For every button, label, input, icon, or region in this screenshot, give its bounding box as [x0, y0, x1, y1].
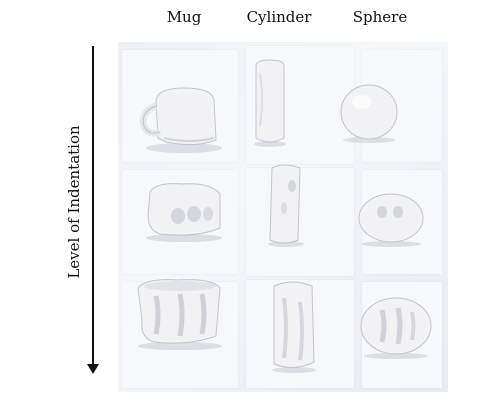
- clay-sphere-plain: [340, 84, 398, 143]
- clay-mug-indented: [146, 183, 222, 242]
- indentation-arrow-head-icon: [87, 364, 99, 374]
- column-header-sphere: Sphere: [352, 8, 408, 26]
- column-header-cylinder: Cylinder: [246, 8, 312, 26]
- clay-cylinder-indented: [268, 164, 304, 247]
- clay-cylinder-deeply-indented: [272, 281, 316, 373]
- clay-mug-plain: [139, 87, 222, 153]
- clay-sphere-indented: [358, 193, 424, 247]
- clay-cylinder-plain: [254, 59, 286, 147]
- photo-grid: [118, 42, 448, 392]
- clay-sphere-deeply-indented: [360, 297, 432, 359]
- indentation-arrow-shaft: [92, 46, 94, 366]
- clay-mug-deeply-indented: [137, 279, 222, 350]
- column-header-mug: Mug: [166, 8, 202, 26]
- indentation-axis-label: Level of Indentation: [65, 125, 83, 279]
